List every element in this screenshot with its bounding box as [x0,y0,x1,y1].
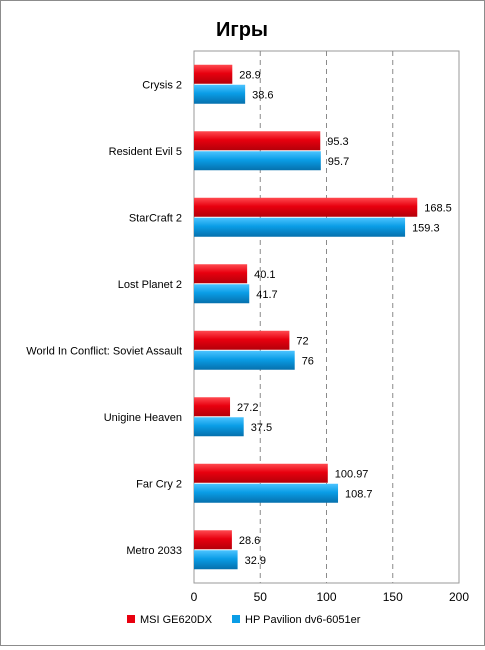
legend-label-hp: HP Pavilion dv6-6051er [245,614,361,626]
bar-hp [194,217,406,237]
bar-msi [194,64,233,84]
data-label: 76 [302,355,314,367]
chart-title: Игры [216,19,268,41]
data-label: 100.97 [335,468,369,480]
gridlines [193,50,460,584]
category-label: Resident Evil 5 [109,146,182,158]
bar-msi [194,530,232,550]
data-label: 72 [296,335,308,347]
category-label: Far Cry 2 [136,478,182,490]
data-label: 27.2 [237,402,258,414]
category-label: StarCraft 2 [129,212,182,224]
bar-msi [194,264,248,284]
x-tick-label-50: 50 [254,590,268,604]
data-label: 95.3 [327,136,348,148]
data-label: 40.1 [254,269,275,281]
bar-hp [194,151,321,171]
data-label: 38.6 [252,89,273,101]
data-labels: 28.9 38.6 95.3 95.7 168.5 159.3 40.1 41.7 72 76 27… [237,69,452,567]
bar-msi [194,397,231,417]
bars [194,64,418,570]
x-tick-label-150: 150 [383,590,403,604]
x-tick-labels: 0 50 100 150 200 [191,590,470,604]
bar-hp [194,84,246,104]
category-label: Unigine Heaven [104,412,182,424]
bar-hp [194,483,339,503]
data-label: 95.7 [328,156,349,168]
bar-hp [194,417,244,437]
legend-label-msi: MSI GE620DX [140,614,213,626]
legend-swatch-hp [232,615,240,623]
bar-msi [194,330,290,350]
category-label: Crysis 2 [142,79,182,91]
data-label: 37.5 [251,422,272,434]
bar-msi [194,197,418,217]
category-labels: Crysis 2 Resident Evil 5 StarCraft 2 Lost P… [26,79,182,557]
bar-hp [194,550,238,570]
data-label: 28.9 [239,69,260,81]
data-label: 41.7 [256,289,277,301]
data-label: 168.5 [424,202,452,214]
data-label: 108.7 [345,488,373,500]
x-tick-label-100: 100 [316,590,336,604]
data-label: 159.3 [412,222,440,234]
legend: MSI GE620DX HP Pavilion dv6-6051er [127,614,361,626]
bar-hp [194,284,250,304]
x-tick-label-0: 0 [191,590,198,604]
bar-hp [194,350,295,370]
category-label: World In Conflict: Soviet Assault [26,345,182,357]
bar-msi [194,131,321,151]
x-tick-label-200: 200 [449,590,469,604]
data-label: 28.6 [239,535,260,547]
data-label: 32.9 [245,555,266,567]
category-label: Metro 2033 [126,545,182,557]
legend-swatch-msi [127,615,135,623]
bar-msi [194,463,328,483]
category-label: Lost Planet 2 [118,279,182,291]
